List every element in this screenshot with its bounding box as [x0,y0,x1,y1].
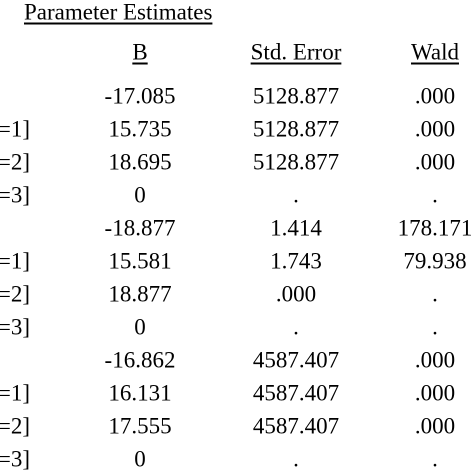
cell: -17.085 [104,83,176,109]
column-header: Wald [411,39,459,65]
cell: 5128.877 [252,83,340,109]
cell: 1.743 [270,248,322,274]
cell: .000 [414,116,456,142]
cell: . [432,182,438,208]
cell: . [432,446,438,472]
row-label: =3] [0,446,30,472]
cell: .000 [414,149,456,175]
cell: -16.862 [104,347,176,373]
cell: . [293,182,299,208]
cell: 17.555 [108,413,172,439]
cell: .000 [414,380,456,406]
cell: 4587.407 [252,413,340,439]
row-label: =3] [0,314,30,340]
cell: 0 [134,182,146,208]
cell: .000 [414,413,456,439]
cell: 16.131 [108,380,172,406]
cell: 4587.407 [252,380,340,406]
row-label: =1] [0,380,30,406]
cell: 178.171 [397,215,473,241]
row-label: =3] [0,182,30,208]
cell: .000 [414,83,456,109]
cell: -18.877 [104,215,176,241]
cell: 5128.877 [252,149,340,175]
cell: 79.938 [403,248,467,274]
cell: . [293,314,299,340]
cell: . [293,446,299,472]
row-label: =1] [0,248,30,274]
cell: 5128.877 [252,116,340,142]
cell: 1.414 [270,215,322,241]
row-label: =2] [0,413,30,439]
cell: . [432,281,438,307]
cell: 4587.407 [252,347,340,373]
cell: 18.695 [108,149,172,175]
cell: 0 [134,446,146,472]
row-label: =1] [0,116,30,142]
cell: 15.735 [108,116,172,142]
cell: . [432,314,438,340]
column-header: B [132,39,148,65]
table-title: Parameter Estimates [24,0,213,25]
cell: 15.581 [108,248,172,274]
column-header: Std. Error [250,39,342,65]
cell: 0 [134,314,146,340]
row-label: =2] [0,149,30,175]
cell: .000 [275,281,317,307]
row-label: =2] [0,281,30,307]
cell: .000 [414,347,456,373]
cell: 18.877 [108,281,172,307]
